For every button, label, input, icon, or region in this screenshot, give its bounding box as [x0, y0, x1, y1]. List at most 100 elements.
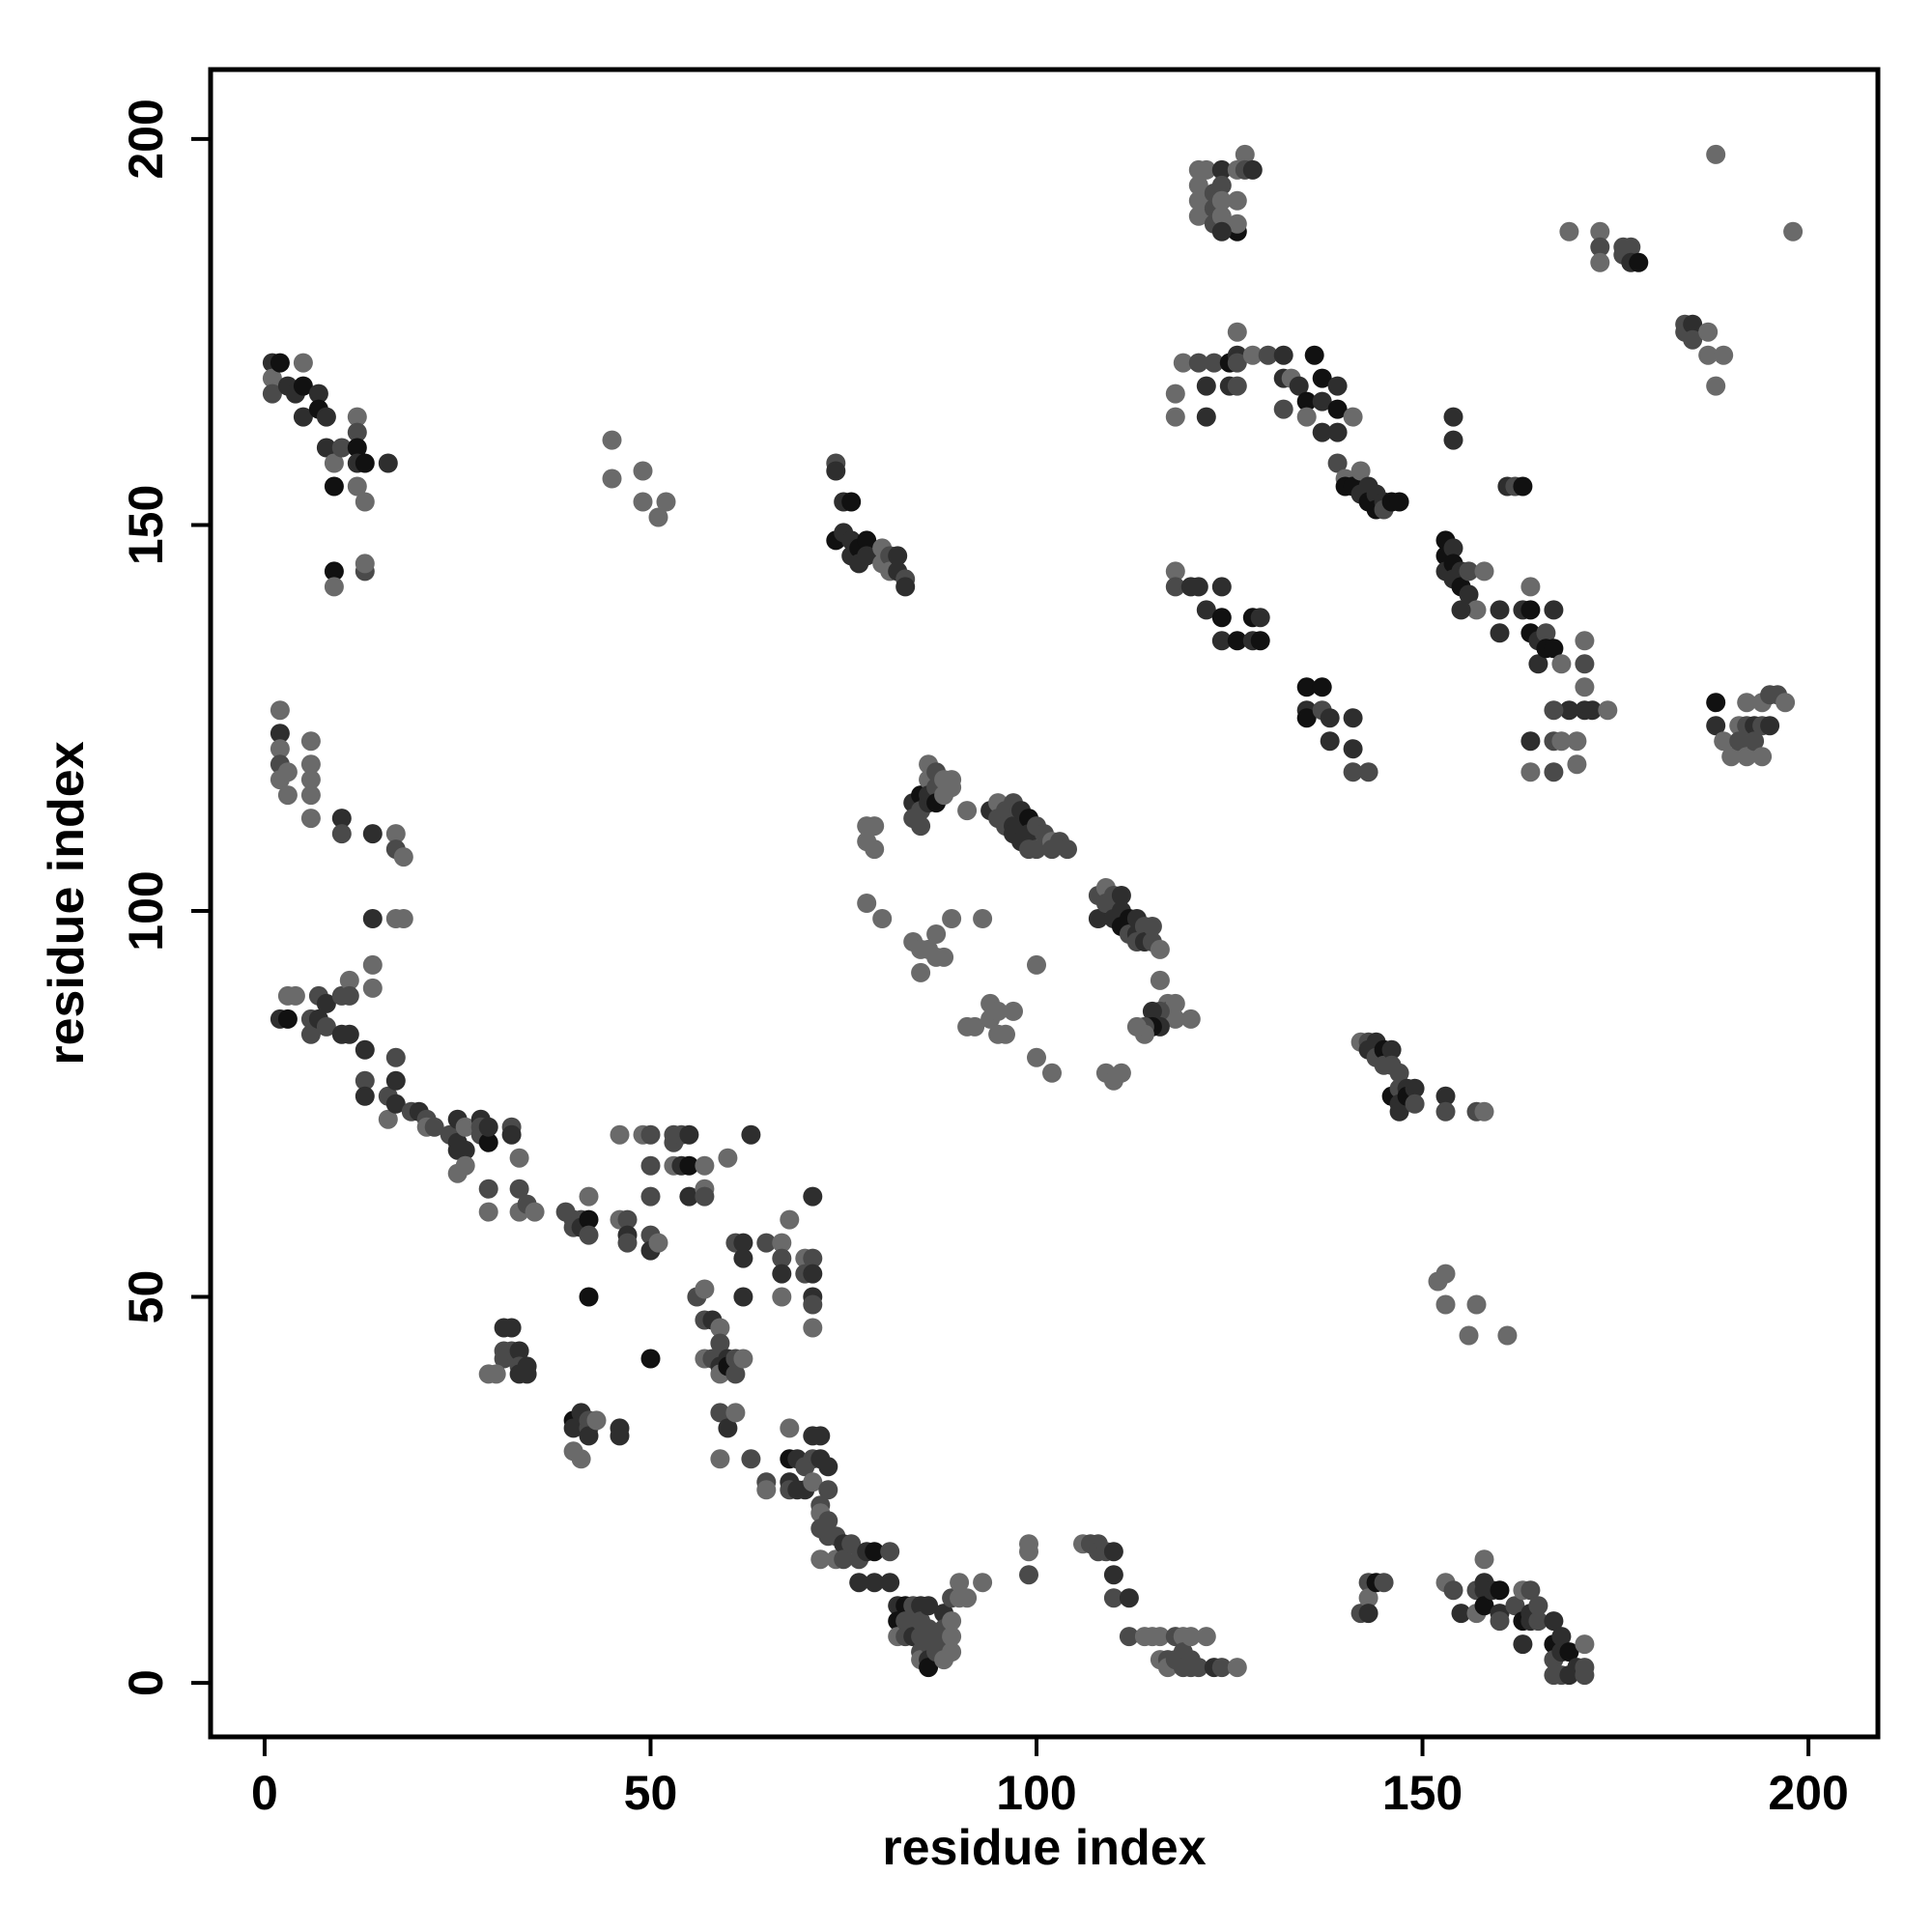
contact-point [1211, 159, 1232, 180]
contact-point [1474, 561, 1494, 582]
contact-point [1273, 345, 1293, 365]
contact-point [331, 824, 352, 844]
contact-point [942, 1627, 962, 1647]
contact-point [563, 1418, 583, 1438]
contact-point [1752, 747, 1773, 767]
contact-point [1706, 144, 1726, 164]
contact-point [1567, 731, 1587, 752]
contact-point [950, 1573, 970, 1593]
contact-point [934, 947, 954, 967]
contact-point [293, 407, 313, 427]
contact-point [324, 577, 344, 597]
contact-point [1435, 1294, 1456, 1315]
contact-point [865, 839, 885, 860]
contact-point [926, 924, 947, 944]
contact-point [293, 376, 313, 396]
contact-point [1343, 762, 1363, 782]
contact-point [602, 469, 622, 489]
contact-point [1196, 159, 1216, 180]
contact-point [1327, 453, 1348, 473]
contact-point [733, 1233, 753, 1253]
contact-point [1227, 213, 1247, 234]
contact-point [509, 1341, 529, 1361]
contact-point [1150, 970, 1170, 990]
contact-point [1142, 1001, 1162, 1021]
contact-point [1559, 1642, 1579, 1662]
contact-point [1204, 353, 1224, 373]
contact-point [347, 438, 367, 458]
contact-point [803, 1264, 823, 1284]
contact-point [1196, 407, 1216, 427]
contact-point [1327, 399, 1348, 419]
contact-point [1165, 407, 1185, 427]
contact-point [355, 1070, 375, 1091]
contact-point [1459, 1325, 1479, 1346]
contact-point [355, 453, 375, 473]
y-axis-title: residue index [39, 741, 95, 1065]
contact-point [756, 1233, 777, 1253]
contact-point [355, 554, 375, 574]
contact-point [1165, 993, 1185, 1013]
contact-point [1466, 1294, 1487, 1315]
contact-point [1019, 1565, 1038, 1585]
contact-point [1536, 623, 1556, 643]
contact-point [803, 1472, 823, 1492]
contact-point [679, 1124, 699, 1145]
contact-point [818, 1480, 838, 1500]
contact-point [942, 778, 962, 798]
contact-point [347, 422, 367, 442]
contact-point [1312, 368, 1332, 388]
contact-point [579, 1287, 599, 1307]
contact-point [270, 700, 290, 721]
contact-point [996, 1024, 1015, 1044]
contact-point [355, 492, 375, 512]
contact-point [880, 1573, 900, 1593]
contact-point [385, 1094, 406, 1114]
contact-point [1211, 577, 1232, 597]
contact-point [810, 1426, 831, 1446]
contact-point [1776, 693, 1796, 713]
contact-point [1211, 221, 1232, 242]
contact-point [895, 577, 916, 597]
contact-point [1582, 700, 1603, 721]
contact-point [1783, 221, 1804, 242]
contact-point [1706, 376, 1726, 396]
contact-point [1760, 716, 1780, 736]
contact-point [1451, 600, 1471, 620]
contact-point [857, 894, 877, 913]
contact-point [579, 1209, 599, 1230]
contact-point [988, 1001, 1009, 1021]
contact-point [957, 1588, 978, 1608]
contact-point [579, 1225, 599, 1245]
contact-point [1188, 175, 1208, 195]
contact-point [1088, 909, 1108, 928]
contact-point [1466, 600, 1487, 620]
contact-point [679, 1155, 699, 1176]
contact-point [942, 1642, 962, 1662]
contact-point [525, 1202, 545, 1222]
contact-point [1111, 1063, 1131, 1083]
contact-point [1296, 391, 1317, 412]
contact-point [316, 993, 336, 1013]
contact-point [1227, 353, 1247, 373]
contact-point [1250, 631, 1270, 651]
contact-point [385, 824, 406, 844]
contact-point [347, 476, 367, 497]
contact-point [1296, 677, 1317, 697]
contact-point [1459, 561, 1479, 582]
contact-point [1188, 206, 1208, 226]
contact-point [285, 985, 305, 1006]
contact-point [803, 1186, 823, 1207]
contact-point [695, 1155, 715, 1176]
contact-point [1513, 1634, 1533, 1655]
contact-point [942, 1611, 962, 1632]
x-tick-label: 100 [996, 1766, 1076, 1820]
contact-point [579, 1186, 599, 1207]
contact-point [324, 561, 344, 582]
contact-point [300, 731, 321, 752]
contact-point [1590, 252, 1610, 272]
contact-point [973, 1573, 993, 1593]
contact-point [1737, 747, 1757, 767]
contact-point [1227, 1658, 1247, 1678]
contact-point [1165, 1009, 1185, 1029]
